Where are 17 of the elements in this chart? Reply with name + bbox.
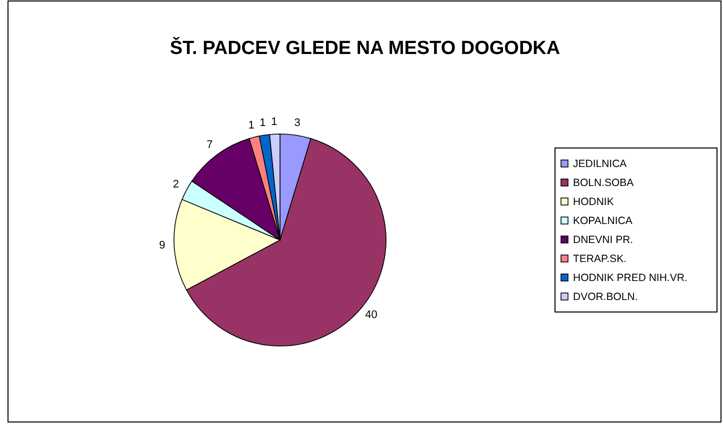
legend-label: TERAP.SK. bbox=[573, 253, 626, 265]
data-label: 40 bbox=[365, 308, 378, 321]
legend-label: HODNIK PRED NIH.VR. bbox=[573, 272, 688, 284]
data-label: 3 bbox=[294, 117, 300, 130]
data-label: 2 bbox=[172, 178, 179, 190]
data-label: 7 bbox=[206, 139, 213, 152]
data-label: 1 bbox=[260, 117, 266, 130]
data-label: 9 bbox=[159, 240, 166, 252]
chart-title: ŠT. PADCEV GLEDE NA MESTO DOGODKA bbox=[170, 36, 560, 59]
legend-label: DNEVNI PR. bbox=[573, 234, 634, 246]
legend-label: BOLN.SOBA bbox=[573, 177, 634, 189]
legend-label: DVOR.BOLN. bbox=[573, 291, 638, 303]
legend-label: JEDILNICA bbox=[573, 158, 627, 170]
legend-label: KOPALNICA bbox=[573, 215, 632, 227]
data-label: 1 bbox=[248, 119, 254, 132]
data-label: 1 bbox=[271, 116, 278, 128]
legend-label: HODNIK bbox=[573, 196, 614, 208]
